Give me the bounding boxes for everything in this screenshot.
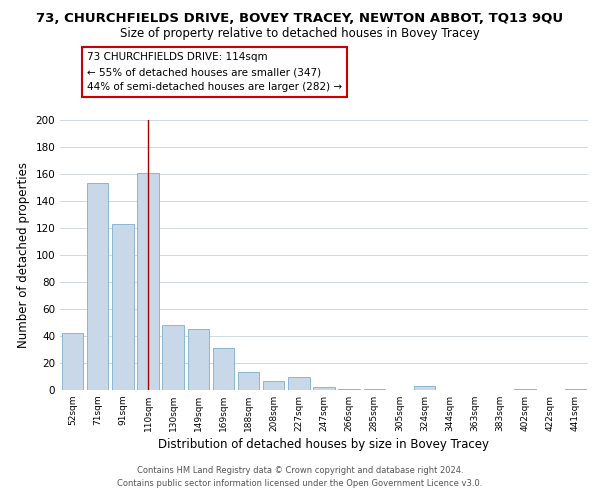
Bar bbox=[112, 224, 134, 390]
Y-axis label: Number of detached properties: Number of detached properties bbox=[17, 162, 30, 348]
Bar bbox=[263, 380, 284, 390]
Bar bbox=[313, 388, 335, 390]
Bar bbox=[62, 334, 83, 390]
Text: Contains HM Land Registry data © Crown copyright and database right 2024.
Contai: Contains HM Land Registry data © Crown c… bbox=[118, 466, 482, 487]
Bar bbox=[188, 329, 209, 390]
Bar bbox=[238, 372, 259, 390]
Bar bbox=[414, 386, 435, 390]
Bar bbox=[565, 388, 586, 390]
Bar bbox=[514, 388, 536, 390]
Text: 73 CHURCHFIELDS DRIVE: 114sqm
← 55% of detached houses are smaller (347)
44% of : 73 CHURCHFIELDS DRIVE: 114sqm ← 55% of d… bbox=[87, 52, 342, 92]
Bar bbox=[163, 325, 184, 390]
Bar bbox=[364, 388, 385, 390]
Bar bbox=[213, 348, 234, 390]
Text: Size of property relative to detached houses in Bovey Tracey: Size of property relative to detached ho… bbox=[120, 28, 480, 40]
Bar bbox=[87, 184, 109, 390]
Bar bbox=[137, 172, 158, 390]
Bar bbox=[338, 388, 360, 390]
X-axis label: Distribution of detached houses by size in Bovey Tracey: Distribution of detached houses by size … bbox=[158, 438, 490, 451]
Bar bbox=[288, 376, 310, 390]
Text: 73, CHURCHFIELDS DRIVE, BOVEY TRACEY, NEWTON ABBOT, TQ13 9QU: 73, CHURCHFIELDS DRIVE, BOVEY TRACEY, NE… bbox=[37, 12, 563, 26]
